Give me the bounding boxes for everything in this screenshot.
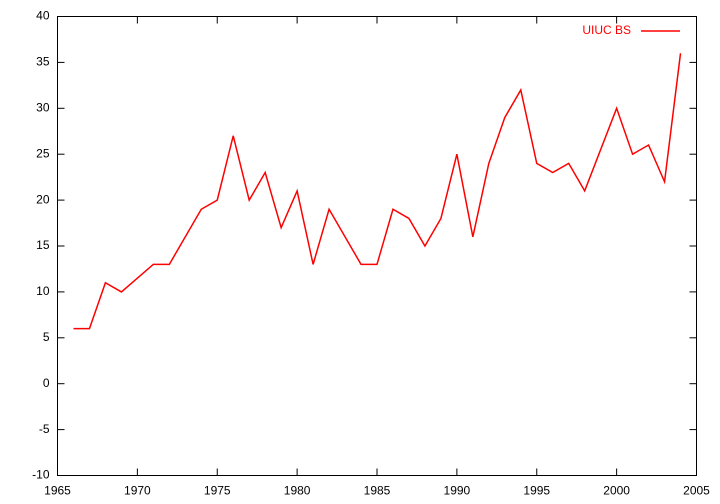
x-tick-label: 1980 bbox=[284, 484, 311, 498]
y-tick-label: 35 bbox=[36, 55, 50, 69]
x-tick-label: 1975 bbox=[204, 484, 231, 498]
data-line bbox=[73, 53, 682, 330]
y-tick-label: 10 bbox=[36, 284, 50, 298]
x-tick-label: 1970 bbox=[124, 484, 151, 498]
y-tick-label: 20 bbox=[36, 192, 50, 206]
plot-frame bbox=[57, 16, 697, 476]
y-tick-label: 15 bbox=[36, 238, 50, 252]
x-tick-label: 1985 bbox=[364, 484, 391, 498]
y-tick-label: -5 bbox=[39, 422, 50, 436]
y-tick-label: 40 bbox=[36, 9, 50, 23]
y-tick-label: 5 bbox=[43, 330, 50, 344]
x-tick-label: 2000 bbox=[603, 484, 630, 498]
y-tick-label: 0 bbox=[43, 376, 50, 390]
y-tick-label: 30 bbox=[36, 100, 50, 114]
y-tick-label: 25 bbox=[36, 146, 50, 160]
x-tick-label: 2005 bbox=[683, 484, 710, 498]
y-tick-label: -10 bbox=[32, 468, 50, 482]
x-tick-label: 1995 bbox=[523, 484, 550, 498]
x-tick-label: 1965 bbox=[44, 484, 71, 498]
x-tick-label: 1990 bbox=[444, 484, 471, 498]
legend-label: UIUC BS bbox=[582, 23, 631, 37]
